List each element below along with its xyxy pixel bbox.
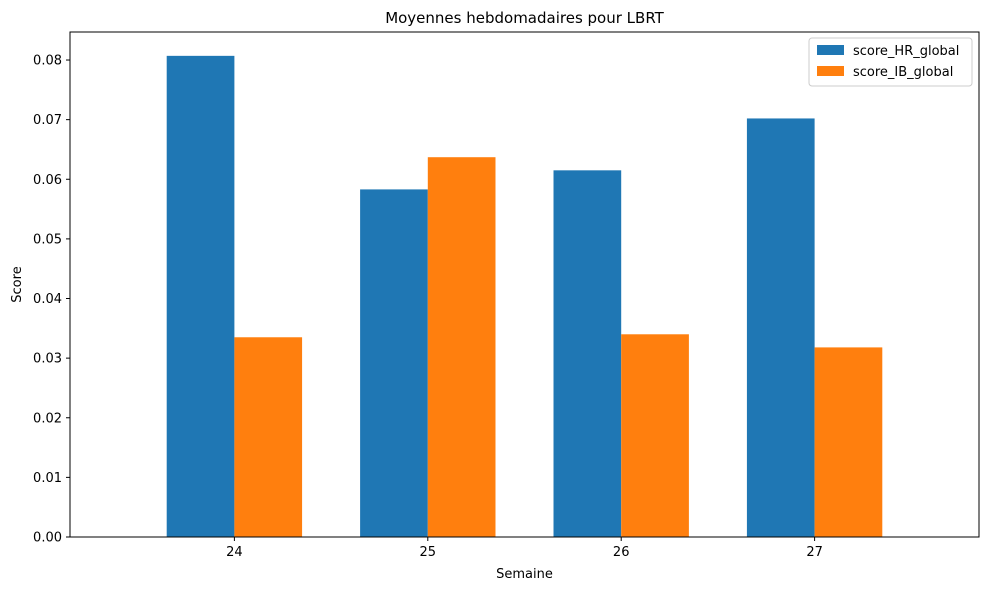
legend-label-ib: score_IB_global	[853, 65, 953, 80]
bar-ib-27	[814, 347, 883, 537]
y-tick-label: 0.06	[33, 173, 62, 188]
chart-title: Moyennes hebdomadaires pour LBRT	[385, 9, 664, 27]
x-tick-label: 24	[226, 545, 243, 560]
legend-box	[808, 37, 973, 87]
y-tick-label: 0.00	[33, 531, 62, 546]
x-tick-label: 26	[613, 545, 630, 560]
y-tick-label: 0.04	[33, 292, 62, 307]
bar-hr-25	[360, 189, 428, 538]
bar-ib-26	[621, 334, 689, 537]
bar-ib-24	[234, 337, 303, 537]
y-axis-title: Score	[10, 266, 25, 302]
y-axis: 0.00 0.01 0.02 0.03 0.04 0.05 0.06 0.07 0.08	[33, 54, 70, 546]
legend-swatch-ib	[817, 66, 844, 76]
x-axis: 24 25 26 27	[226, 537, 823, 560]
x-axis-title: Semaine	[496, 567, 553, 582]
y-tick-label: 0.03	[33, 352, 62, 367]
x-tick-label: 25	[420, 545, 437, 560]
bar-hr-27	[746, 118, 815, 538]
plot-frame	[69, 31, 980, 538]
y-tick-label: 0.02	[33, 411, 62, 426]
bar-hr-24	[166, 55, 235, 537]
legend-label-hr: score_HR_global	[853, 44, 959, 59]
bar-ib-25	[427, 157, 496, 537]
bar-hr-26	[553, 170, 622, 538]
x-tick-label: 27	[806, 545, 823, 560]
plot-marks	[166, 55, 883, 538]
y-tick-label: 0.07	[33, 113, 62, 128]
y-tick-label: 0.08	[33, 54, 62, 69]
y-tick-label: 0.01	[33, 471, 62, 486]
legend-swatch-hr	[817, 45, 844, 55]
legend: score_HR_global score_IB_global	[808, 37, 973, 87]
y-tick-label: 0.05	[33, 232, 62, 247]
